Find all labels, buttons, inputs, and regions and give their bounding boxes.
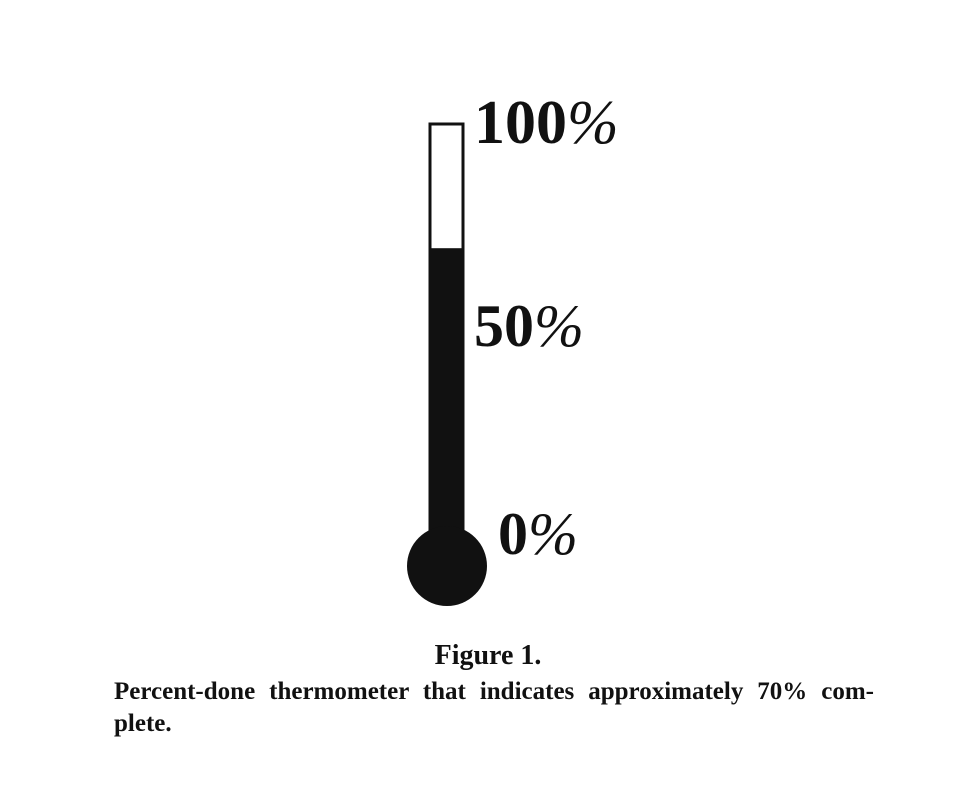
label-0-percent: 0%: [498, 501, 578, 567]
label-100-unit: %: [567, 89, 619, 157]
label-50-percent: 50%: [474, 293, 584, 359]
figure-caption: Percent-done thermometer that indicates …: [114, 678, 874, 737]
thermometer-fill: [431, 248, 462, 554]
label-100-number: 100: [474, 89, 567, 157]
label-0-unit: %: [528, 501, 578, 567]
thermometer-bulb: [407, 526, 487, 606]
figure-title: Figure 1.: [434, 640, 542, 671]
label-50-number: 50: [474, 293, 534, 359]
label-100-percent: 100%: [474, 89, 619, 157]
label-0-number: 0: [498, 501, 528, 567]
label-50-unit: %: [534, 293, 584, 359]
